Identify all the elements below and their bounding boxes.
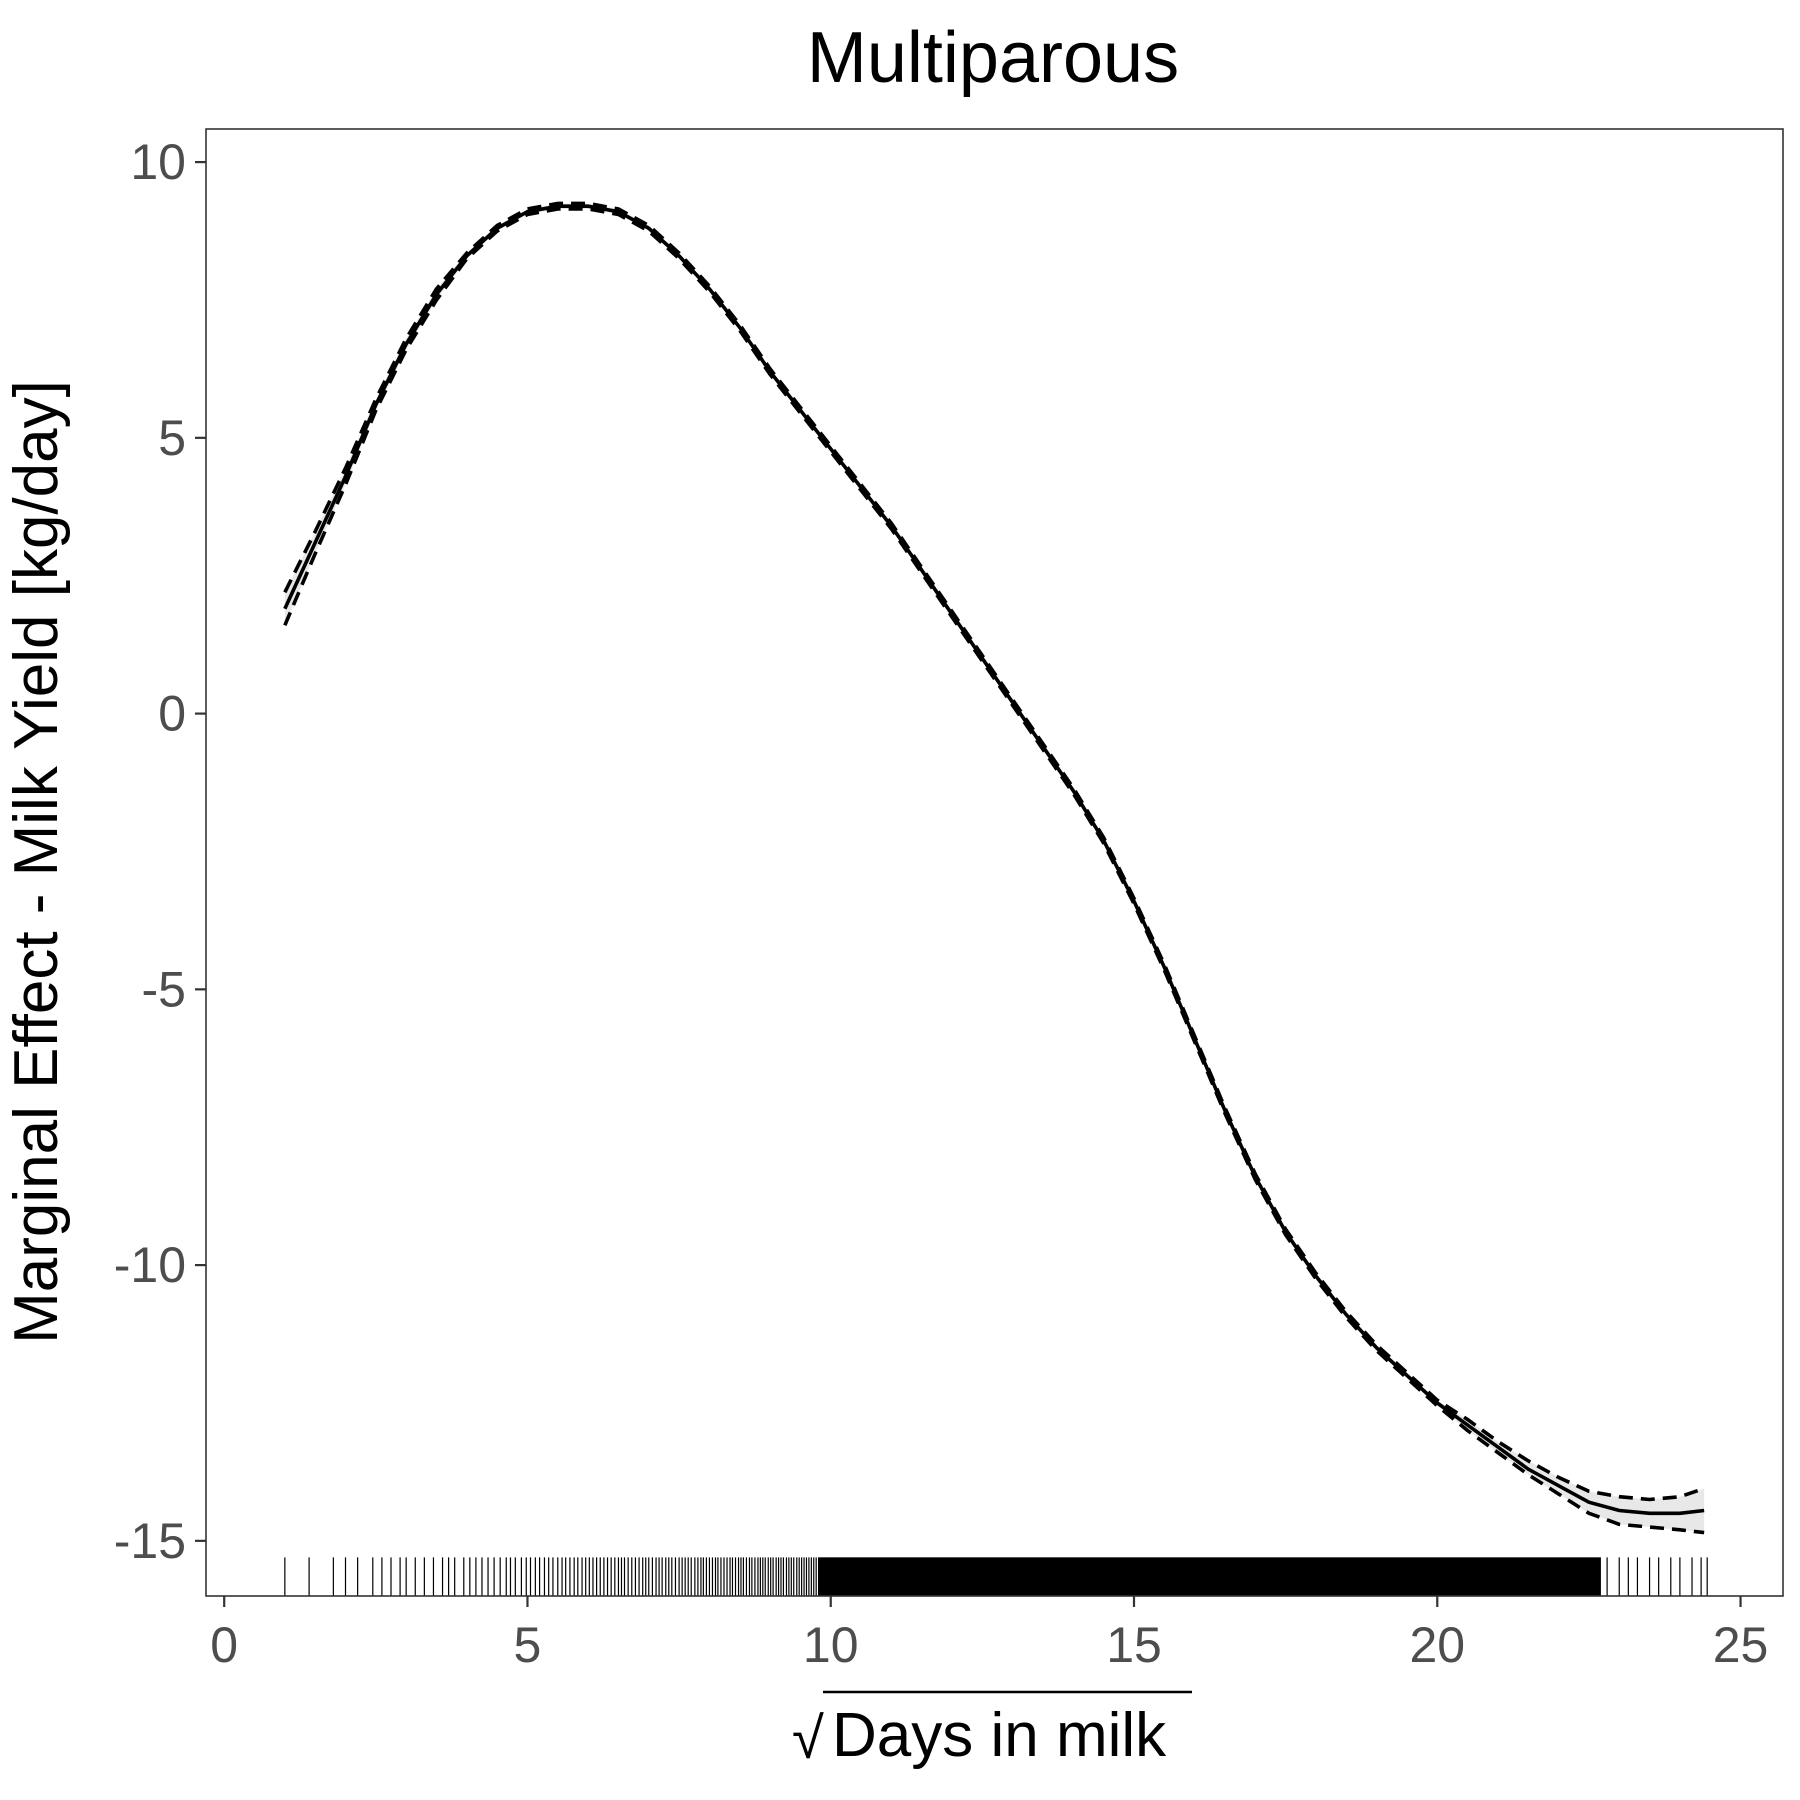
rug-layer	[284, 1557, 1708, 1596]
upper-ci-line	[283, 201, 1705, 1502]
x-tick-label: 15	[1106, 1617, 1162, 1673]
x-tick-label: 20	[1409, 1617, 1465, 1673]
x-tick-label: 0	[210, 1617, 238, 1673]
ci-band-layer	[284, 203, 1705, 1533]
y-axis: 10 5 0 -5 -10 -15	[114, 134, 206, 1569]
plot-area	[205, 128, 1784, 1597]
confidence-band	[284, 203, 1705, 1533]
x-axis: 0 5 10 15 20 25	[210, 1596, 1768, 1673]
x-axis-title-text: Days in milk	[832, 1701, 1167, 1770]
chart-title: Multiparous	[807, 18, 1179, 98]
fit-line	[283, 204, 1705, 1516]
y-axis-title: Marginal Effect - Milk Yield [kg/day]	[2, 380, 71, 1344]
x-tick-label: 25	[1713, 1617, 1769, 1673]
x-tick-label: 5	[514, 1617, 542, 1673]
y-tick-label: -10	[114, 1237, 186, 1293]
y-tick-label: 5	[158, 410, 186, 466]
y-tick-label: 10	[130, 134, 186, 190]
x-axis-title: √ Days in milk	[792, 1690, 1192, 1771]
line-layer	[283, 201, 1705, 1535]
lower-ci-line	[283, 207, 1705, 1535]
y-tick-label: 0	[158, 686, 186, 742]
x-axis-title-radical: √	[792, 1706, 824, 1771]
y-tick-label: -5	[142, 961, 186, 1017]
x-tick-label: 10	[803, 1617, 859, 1673]
y-tick-label: -15	[114, 1513, 186, 1569]
panel-border	[205, 128, 1784, 1597]
